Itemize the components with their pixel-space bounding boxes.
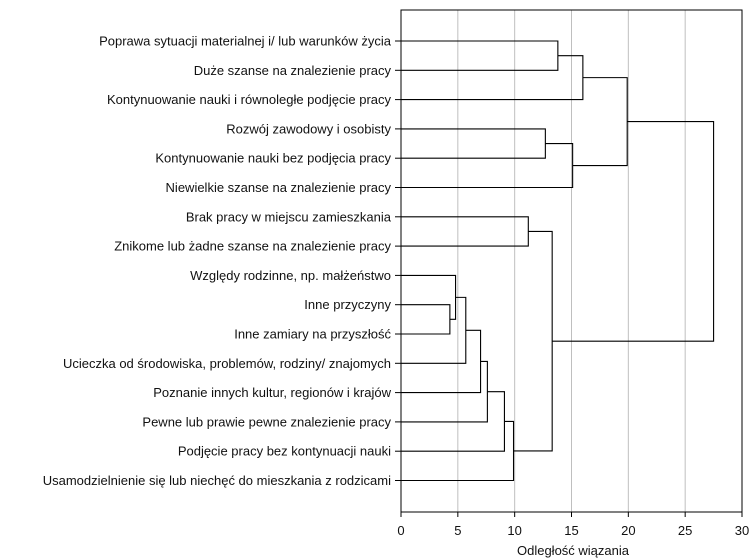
leaf-label: Kontynuowanie nauki bez podjęcia pracy <box>155 151 391 166</box>
leaf-label: Poprawa sytuacji materialnej i/ lub waru… <box>99 34 392 49</box>
x-tick-label: 5 <box>454 523 461 538</box>
merge-link <box>401 217 528 246</box>
x-tick-label: 20 <box>621 523 635 538</box>
merge-link <box>401 56 583 100</box>
leaf-label: Ucieczka od środowiska, problemów, rodzi… <box>63 356 391 371</box>
leaf-label: Pewne lub prawie pewne znalezienie pracy <box>142 414 391 429</box>
x-tick-label: 30 <box>735 523 749 538</box>
leaf-label: Znikome lub żadne szanse na znalezienie … <box>114 239 391 254</box>
grid-lines <box>458 10 685 512</box>
leaf-label: Inne przyczyny <box>304 297 391 312</box>
merge-link <box>401 144 573 188</box>
x-tick-label: 25 <box>678 523 692 538</box>
leaf-label: Inne zamiary na przyszłość <box>234 327 391 342</box>
leaf-label: Rozwój zawodowy i osobisty <box>226 121 391 136</box>
x-axis-title: Odległość wiązania <box>517 543 630 558</box>
x-tick-marks <box>401 512 742 517</box>
x-tick-labels: 0 5 10 15 20 25 30 <box>397 523 749 538</box>
merge-link <box>401 275 456 319</box>
merge-link <box>401 305 450 334</box>
x-tick-label: 0 <box>397 523 404 538</box>
merge-link <box>401 129 545 158</box>
merge-link <box>401 330 481 392</box>
leaf-label: Brak pracy w miejscu zamieszkania <box>186 209 392 224</box>
leaf-labels: Poprawa sytuacji materialnej i/ lub waru… <box>43 34 401 489</box>
leaf-label: Poznanie innych kultur, regionów i krajó… <box>153 385 391 400</box>
leaf-label: Kontynuowanie nauki i równoległe podjęci… <box>107 92 392 107</box>
leaf-label: Niewielkie szanse na znalezienie pracy <box>166 180 392 195</box>
x-tick-label: 15 <box>564 523 578 538</box>
x-tick-label: 10 <box>507 523 521 538</box>
merge-link <box>514 231 553 451</box>
merge-link <box>401 41 558 70</box>
merge-link <box>552 122 713 342</box>
merge-link <box>401 361 487 421</box>
leaf-label: Usamodzielnienie się lub niechęć do mies… <box>43 473 391 488</box>
leaf-label: Względy rodzinne, np. małżeństwo <box>190 268 391 283</box>
dendrogram-links <box>401 41 714 481</box>
leaf-label: Duże szanse na znalezienie pracy <box>194 63 392 78</box>
merge-link <box>573 78 628 166</box>
leaf-label: Podjęcie pracy bez kontynuacji nauki <box>178 444 391 459</box>
